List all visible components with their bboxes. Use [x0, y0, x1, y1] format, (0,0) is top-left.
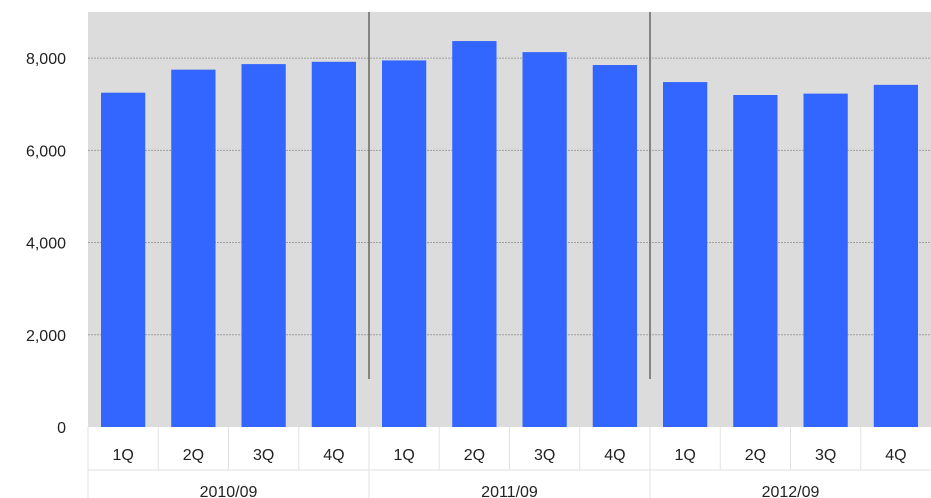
bar: [733, 95, 778, 427]
x-category-label: 3Q: [815, 447, 836, 464]
bar: [662, 82, 708, 427]
bar: [241, 64, 286, 427]
y-axis: 0 2,000 4,000 6,000 8,000: [26, 51, 66, 437]
plot-background: [88, 12, 931, 427]
x-group-label: 2010/09: [200, 484, 258, 498]
x-category-label: 1Q: [112, 447, 133, 464]
x-category-label: 3Q: [253, 447, 274, 464]
x-category-label: 2Q: [183, 447, 204, 464]
bar: [522, 52, 567, 427]
y-tick-label: 8,000: [26, 51, 66, 68]
x-category-label: 4Q: [323, 447, 344, 464]
gridlines: [88, 57, 931, 336]
bar: [311, 61, 357, 428]
x-category-label: 4Q: [885, 447, 906, 464]
bar: [803, 93, 848, 427]
bar: [381, 60, 427, 428]
x-group-label: 2012/09: [762, 484, 820, 498]
bar: [171, 69, 216, 427]
x-category-label: 1Q: [674, 447, 695, 464]
bar: [873, 84, 919, 427]
x-axis: 1Q 2Q 3Q 4Q 2010/09 1Q 2Q 3Q 4Q 2011/09 1Q 2Q 3Q 4Q 20…: [87, 427, 931, 498]
y-tick-label: 4,000: [26, 236, 66, 253]
group-separators: [368, 12, 651, 379]
x-category-label: 1Q: [393, 447, 414, 464]
y-tick-label: 6,000: [26, 143, 66, 160]
y-tick-label: 0: [57, 420, 66, 437]
x-category-label: 2Q: [464, 447, 485, 464]
x-category-label: 3Q: [534, 447, 555, 464]
bar: [592, 65, 638, 428]
bar: [100, 92, 146, 427]
x-category-label: 4Q: [604, 447, 625, 464]
x-category-label: 2Q: [745, 447, 766, 464]
x-group-label: 2011/09: [481, 484, 538, 498]
bars: [100, 41, 919, 428]
bar: [452, 41, 497, 428]
y-tick-label: 2,000: [26, 328, 66, 345]
